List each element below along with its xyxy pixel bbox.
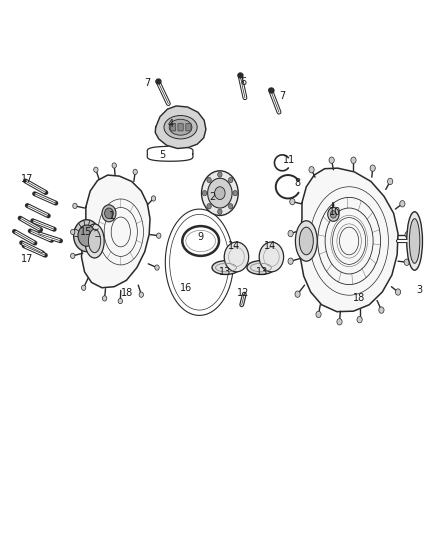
Circle shape [229,204,233,209]
Text: 4: 4 [168,119,174,129]
Circle shape [337,319,342,325]
Text: 3: 3 [417,286,423,295]
Ellipse shape [74,220,100,252]
FancyBboxPatch shape [170,124,176,131]
Ellipse shape [299,227,313,255]
Text: 17: 17 [21,254,33,263]
Circle shape [207,177,211,183]
Circle shape [139,292,144,297]
Circle shape [151,196,155,201]
Circle shape [329,157,334,164]
Circle shape [218,209,222,214]
Circle shape [396,289,401,295]
Text: 11: 11 [283,155,295,165]
Text: 15: 15 [80,227,92,237]
Circle shape [316,311,321,318]
Ellipse shape [215,187,225,199]
Ellipse shape [410,219,420,263]
Circle shape [156,233,161,238]
Circle shape [71,253,75,259]
Circle shape [102,205,116,222]
Circle shape [73,203,77,208]
Ellipse shape [208,178,232,208]
Circle shape [288,230,293,237]
Text: 18: 18 [121,288,134,298]
Circle shape [370,165,375,171]
Polygon shape [155,106,206,149]
Ellipse shape [201,171,238,215]
Circle shape [405,231,410,238]
Circle shape [388,178,393,184]
Circle shape [118,298,123,304]
Circle shape [288,258,293,264]
Circle shape [81,285,86,290]
Ellipse shape [224,242,249,272]
Circle shape [328,207,339,221]
Circle shape [105,208,113,219]
Circle shape [233,190,237,196]
Text: 18: 18 [353,293,365,303]
Ellipse shape [407,212,423,270]
Circle shape [207,204,211,209]
Text: 2: 2 [209,192,215,203]
Ellipse shape [295,221,317,261]
Circle shape [94,167,98,172]
Circle shape [404,259,410,265]
Text: 5: 5 [159,150,166,160]
Ellipse shape [88,229,101,253]
Circle shape [290,198,295,205]
Ellipse shape [247,261,275,274]
Ellipse shape [259,242,284,272]
Text: 9: 9 [198,232,204,243]
FancyBboxPatch shape [178,124,183,131]
Ellipse shape [78,225,95,246]
Polygon shape [81,175,150,288]
Circle shape [295,291,300,297]
Text: 10: 10 [328,207,341,217]
Text: 14: 14 [264,241,276,251]
Circle shape [133,169,138,174]
Circle shape [155,265,159,270]
Circle shape [309,166,314,173]
Circle shape [202,190,207,196]
Ellipse shape [212,261,240,274]
Ellipse shape [169,119,192,135]
Ellipse shape [85,224,104,258]
Circle shape [229,177,233,183]
Circle shape [330,211,336,218]
Text: 14: 14 [228,241,240,251]
Circle shape [102,296,107,301]
Text: 12: 12 [237,288,249,298]
Ellipse shape [164,116,197,139]
Text: 6: 6 [240,77,246,87]
Circle shape [400,200,405,207]
Polygon shape [300,168,398,312]
Text: 16: 16 [180,283,192,293]
FancyBboxPatch shape [186,124,191,131]
Circle shape [379,307,384,313]
Circle shape [71,229,75,235]
Circle shape [357,317,362,323]
Circle shape [218,172,222,177]
Text: 17: 17 [21,174,33,184]
Text: 1: 1 [109,211,115,221]
Text: 7: 7 [144,78,150,88]
Text: 8: 8 [294,177,300,188]
Text: 7: 7 [279,91,286,101]
Circle shape [112,163,117,168]
Text: 13: 13 [219,267,232,277]
Circle shape [351,157,356,164]
Text: 13: 13 [256,267,268,277]
